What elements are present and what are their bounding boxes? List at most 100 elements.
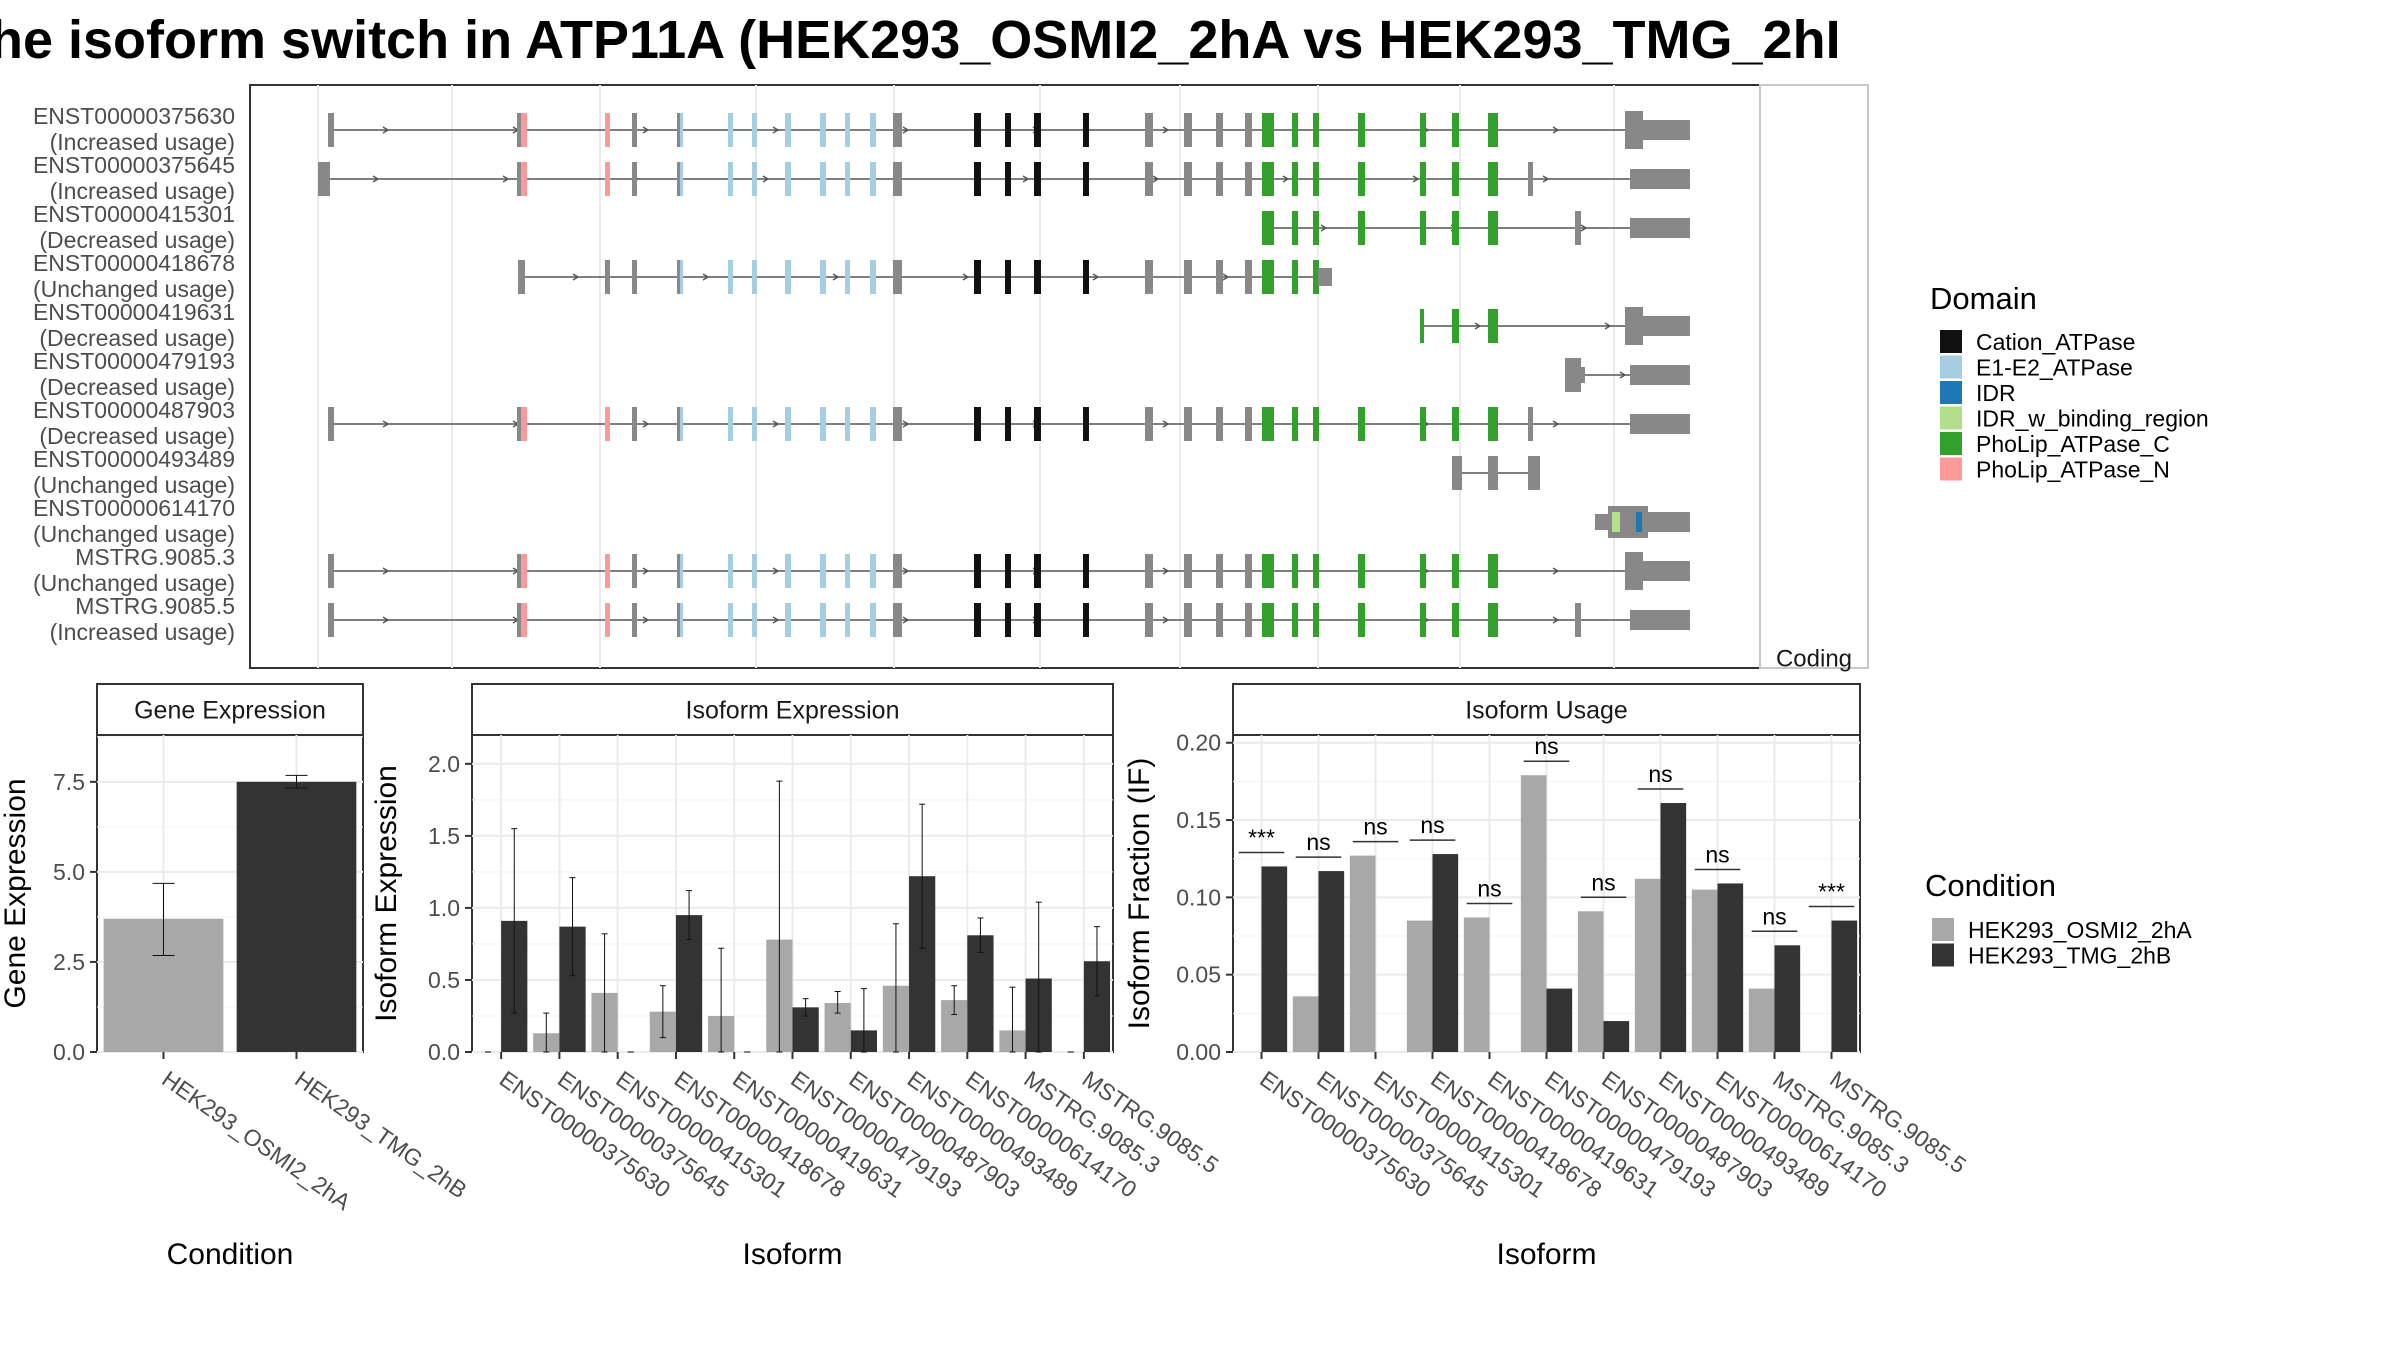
utr-block [1612, 512, 1620, 532]
strand-arrow [772, 420, 780, 428]
domain-legend-swatch [1940, 457, 1962, 481]
bar [1603, 1021, 1630, 1052]
exon-block [1083, 113, 1089, 147]
exon-block [845, 113, 850, 147]
exon-block [517, 162, 524, 196]
chart-y-tick-label: 0.10 [1176, 884, 1221, 910]
bar [1432, 854, 1459, 1052]
strand-arrow [382, 126, 390, 134]
strand-arrow [382, 616, 390, 624]
exon-block [785, 260, 791, 294]
exon-block [1358, 211, 1365, 245]
exon-block [870, 407, 876, 441]
significance-label: ns [1705, 841, 1729, 867]
utr-block [1630, 169, 1690, 189]
utr-block [1575, 367, 1585, 383]
exon-block [1292, 407, 1298, 441]
exon-block [1292, 554, 1298, 588]
exon-block [521, 603, 527, 637]
chart-y-tick-label: 0.00 [1176, 1039, 1221, 1065]
strand-arrow [762, 175, 770, 183]
utr-block [1630, 414, 1690, 434]
exon-block [1245, 554, 1252, 588]
exon-block [893, 113, 902, 147]
exon-block [680, 407, 683, 441]
exon-block [752, 407, 757, 441]
chart-y-tick-label: 0.05 [1176, 962, 1221, 988]
exon-block [605, 113, 610, 147]
utr-block [1640, 316, 1690, 336]
strand-arrow [642, 126, 650, 134]
exon-block [752, 554, 757, 588]
strand-arrow [902, 567, 910, 575]
exon-block [1184, 162, 1192, 196]
utr-block [1625, 307, 1643, 345]
chart-strip [471, 683, 1114, 736]
bar [1774, 945, 1801, 1052]
exon-block [1420, 211, 1426, 245]
exon-block [893, 260, 902, 294]
exon-block [1184, 113, 1192, 147]
chart-x-axis-label: Condition [167, 1238, 294, 1271]
isoform-structure-row [328, 603, 1690, 637]
exon-block [1145, 162, 1153, 196]
utr-block [1640, 561, 1690, 581]
isoform-structure-row [1262, 211, 1690, 245]
exon-block [728, 162, 733, 196]
strand-arrow [572, 273, 580, 281]
exon-block [1245, 260, 1252, 294]
exon-block [1262, 211, 1274, 245]
chart-y-tick-label: 7.5 [53, 769, 85, 795]
exon-block [845, 407, 850, 441]
figure-title: he isoform switch in ATP11A (HEK293_OSMI… [0, 10, 1841, 70]
domain-legend-swatch [1940, 406, 1962, 430]
strand-arrow [1474, 322, 1482, 330]
strand-arrow [772, 616, 780, 624]
exon-block [318, 162, 330, 196]
isoform-label-id: ENST00000487903 [33, 397, 235, 423]
strand-arrow [1552, 616, 1560, 624]
exon-block [1034, 260, 1041, 294]
exon-block [728, 260, 733, 294]
strand-arrow [1092, 273, 1100, 281]
utr-block [1595, 514, 1611, 530]
exon-block [680, 260, 683, 294]
exon-block [870, 113, 876, 147]
exon-block [521, 162, 527, 196]
exon-block [1216, 260, 1223, 294]
exon-block [632, 162, 637, 196]
exon-block [1245, 603, 1252, 637]
exon-block [1083, 554, 1089, 588]
isoform-label-id: ENST00000375645 [33, 152, 235, 178]
exon-block [1452, 407, 1459, 441]
exon-block [1313, 554, 1319, 588]
exon-block [1488, 309, 1498, 343]
isoform-structure-row [1452, 456, 1540, 490]
domain-legend-label: PhoLip_ATPase_N [1976, 457, 2170, 483]
bar [1748, 988, 1775, 1052]
chart-y-axis-label: Isoform Expression [370, 765, 403, 1022]
domain-legend-swatch [1940, 330, 1962, 353]
domain-legend-label: IDR [1976, 380, 2016, 406]
exon-block [1358, 603, 1365, 637]
exon-block [1005, 554, 1011, 588]
isoform-structure-row [518, 260, 1332, 294]
bar [1292, 996, 1319, 1052]
exon-block [1313, 113, 1319, 147]
chart-y-tick-label: 1.0 [428, 895, 460, 921]
isoform-label-status: (Unchanged usage) [33, 472, 235, 498]
exon-block [517, 113, 524, 147]
exon-block [1083, 162, 1089, 196]
exon-block [1292, 211, 1298, 245]
exon-block [893, 554, 902, 588]
significance-label: ns [1477, 875, 1501, 901]
domain-legend-title: Domain [1930, 281, 2037, 316]
strand-arrow [642, 616, 650, 624]
isoform-label-status: (Decreased usage) [39, 374, 235, 400]
exon-block [1452, 309, 1459, 343]
exon-block [820, 113, 826, 147]
exon-block [605, 603, 610, 637]
exon-block [752, 162, 757, 196]
structure-facet-label: Coding [1776, 646, 1852, 673]
